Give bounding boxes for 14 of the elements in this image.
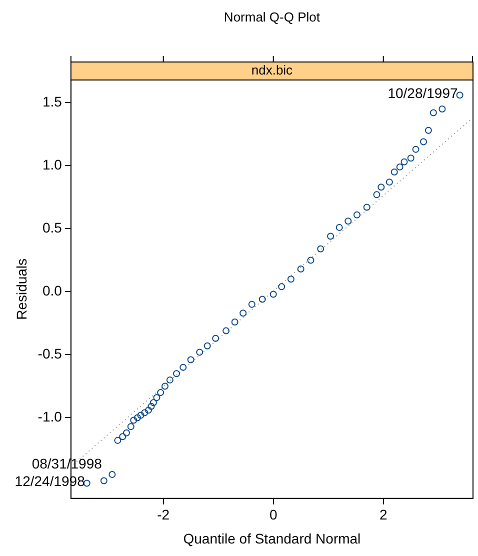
y-tick-label: 0.5 [42,220,62,236]
chart-title: Normal Q-Q Plot [224,10,320,25]
y-tick-label: -0.5 [38,346,62,362]
x-tick-label: 2 [379,506,388,523]
x-tick-label: 0 [269,506,278,523]
x-tick-label: -2 [157,506,170,523]
annotation: 10/28/1997 [388,84,458,101]
x-axis-title: Quantile of Standard Normal [183,530,361,546]
y-axis-title: Residuals [13,258,30,320]
y-tick-label: -1.0 [38,408,62,425]
y-tick-label: 1.5 [42,94,62,110]
y-tick-label: 0.0 [42,282,62,299]
y-tick-label: 1.0 [42,156,62,173]
chart-subtitle: ndx.bic [251,62,294,78]
